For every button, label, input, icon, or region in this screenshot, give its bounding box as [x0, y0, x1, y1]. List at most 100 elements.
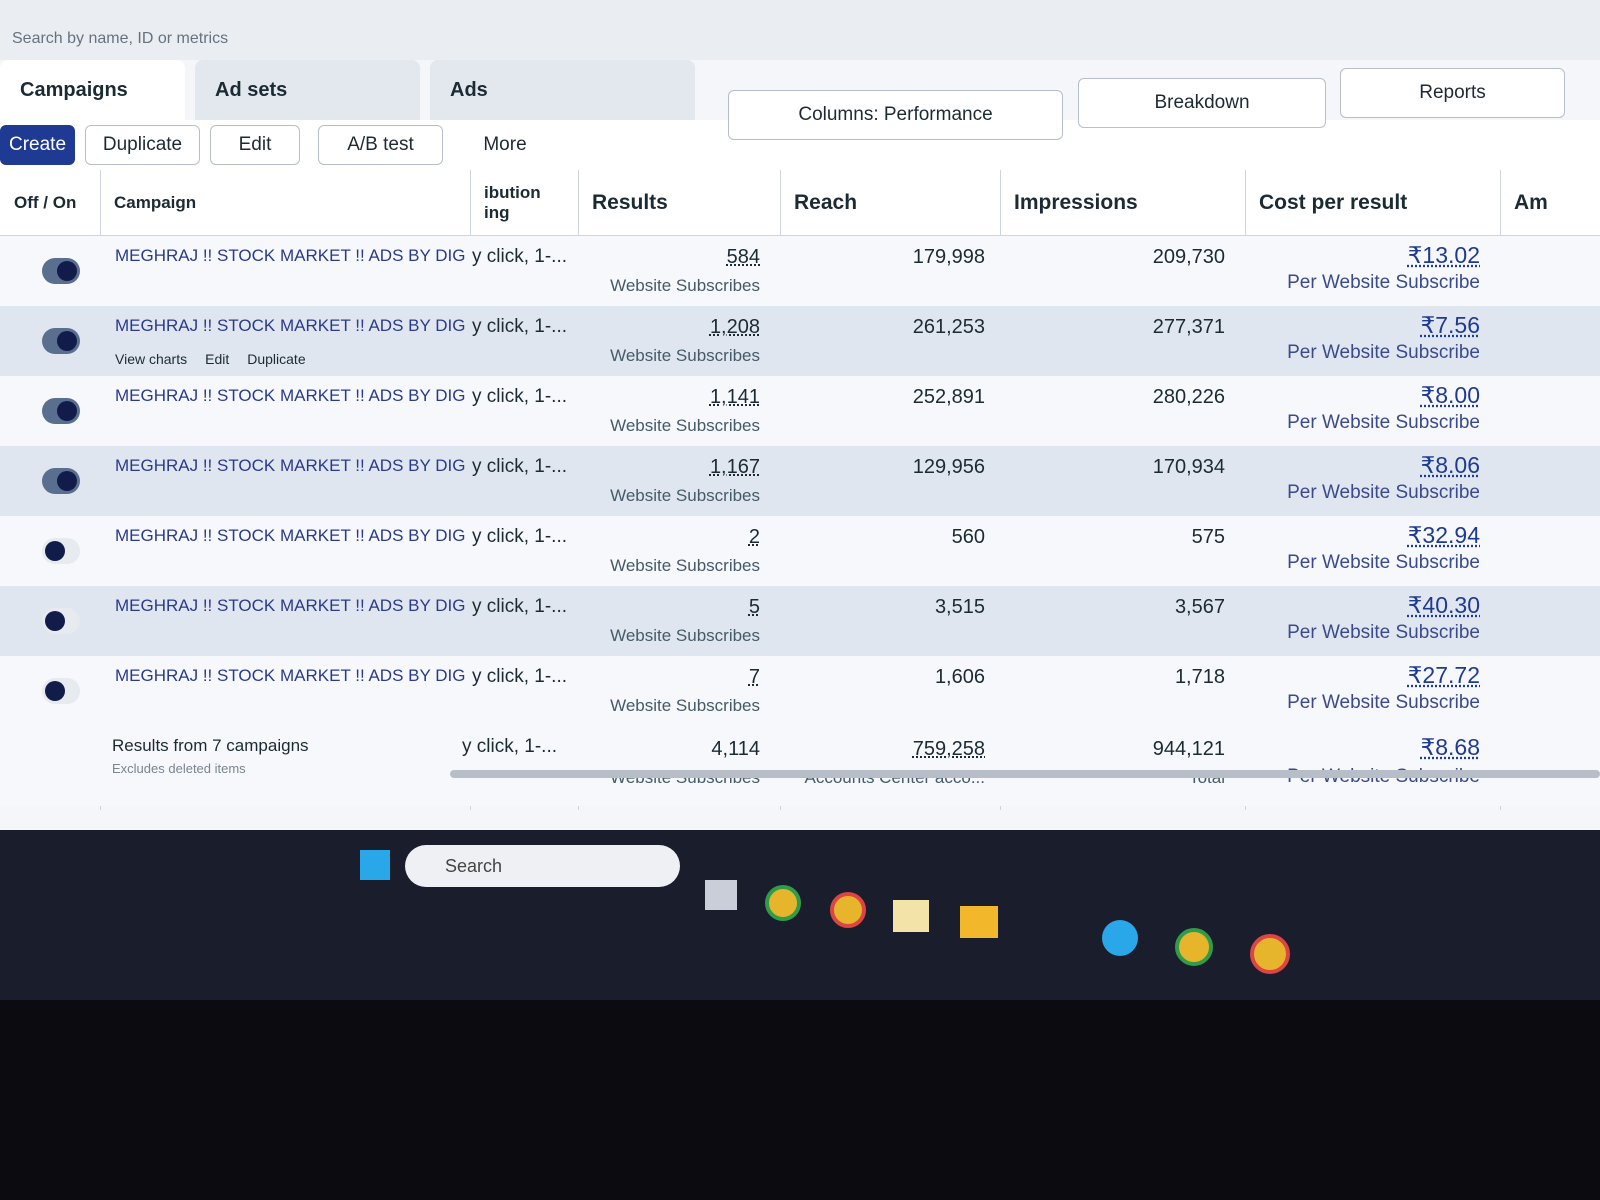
notes-icon[interactable]	[893, 900, 929, 932]
header-row	[0, 170, 1600, 236]
campaign-name[interactable]: MEGHRAJ !! STOCK MARKET !! ADS BY DIGI .…	[115, 316, 465, 335]
summary-row	[0, 726, 1600, 806]
toggle[interactable]	[42, 398, 80, 424]
cost-value: ₹13.02	[1407, 242, 1480, 268]
results-label: Website Subscribes	[610, 626, 760, 645]
toggle[interactable]	[42, 468, 80, 494]
campaign-name[interactable]: MEGHRAJ !! STOCK MARKET !! ADS BY DIGI R…	[115, 456, 465, 475]
campaign-name[interactable]: MEGHRAJ !! STOCK MARKET !! ADS BY DIGI R…	[115, 526, 465, 545]
results-label: Website Subscribes	[610, 276, 760, 295]
edit-button[interactable]: Edit	[210, 125, 300, 165]
summary-impressions: 944,121	[1152, 738, 1225, 760]
attribution-setting: y click, 1-...	[472, 316, 568, 337]
reach-value: 1,606	[934, 666, 985, 688]
toggle[interactable]	[42, 538, 80, 564]
chrome-icon[interactable]	[765, 885, 801, 921]
taskbar-search[interactable]: Search	[405, 845, 680, 887]
results-value: 2	[748, 526, 760, 548]
cost-label: Per Website Subscribe	[1287, 552, 1480, 573]
cost-label: Per Website Subscribe	[1287, 412, 1480, 433]
column-header[interactable]: Cost per result	[1259, 190, 1408, 214]
toggle[interactable]	[42, 258, 80, 284]
toggle-knob	[57, 471, 77, 491]
duplicate-button[interactable]: Duplicate	[85, 125, 200, 165]
chrome-icon[interactable]	[1175, 928, 1213, 966]
table-row	[0, 446, 1600, 517]
reach-value: 129,956	[912, 456, 985, 478]
campaign-table: Off / On Campaign ibution ing Results Reach I…	[0, 170, 1600, 810]
more-button[interactable]: More	[455, 125, 555, 165]
table-row	[0, 656, 1600, 727]
tab-label: Ad sets	[215, 78, 288, 101]
search-field[interactable]: Search by name, ID or metrics	[12, 30, 229, 47]
tab-ads[interactable]: Ads	[430, 60, 695, 120]
reports-button[interactable]: Reports	[1340, 68, 1565, 118]
campaign-name[interactable]: MEGHRAJ !! STOCK MARKET !! ADS BY DIGI R…	[115, 246, 465, 265]
columns-button[interactable]: Columns: Performance	[728, 90, 1063, 140]
results-label: Website Subscribes	[610, 696, 760, 715]
ads-manager-screen: Search by name, ID or metrics Campaigns …	[0, 0, 1600, 830]
attribution-setting: y click, 1-...	[472, 526, 568, 547]
column-header[interactable]: Results	[592, 190, 668, 214]
toggle[interactable]	[42, 608, 80, 634]
horizontal-scrollbar[interactable]	[450, 770, 1600, 778]
summary-note: Excludes deleted items	[112, 761, 246, 776]
column-header[interactable]: Impressions	[1014, 190, 1138, 214]
create-button[interactable]: Create	[0, 125, 75, 165]
ab-test-button[interactable]: A/B test	[318, 125, 443, 165]
impressions-value: 575	[1191, 526, 1225, 548]
cost-value: ₹7.56	[1420, 312, 1480, 338]
cost-label: Per Website Subscribe	[1287, 482, 1480, 503]
hover-action[interactable]: View charts	[115, 351, 188, 367]
impressions-value: 3,567	[1174, 596, 1225, 618]
toggle-knob	[57, 331, 77, 351]
attribution-setting: y click, 1-...	[472, 386, 568, 407]
breakdown-button[interactable]: Breakdown	[1078, 78, 1326, 128]
tab-ad-sets[interactable]: Ad sets	[195, 60, 420, 120]
chrome-icon[interactable]	[1250, 934, 1290, 974]
impressions-value: 277,371	[1152, 316, 1225, 338]
table-row	[0, 586, 1600, 657]
table-row	[0, 516, 1600, 587]
results-label: Website Subscribes	[610, 486, 760, 505]
reach-value: 261,253	[912, 316, 985, 338]
chrome-icon[interactable]	[830, 892, 866, 928]
row-hover-actions: View charts Edit Duplicate	[115, 351, 306, 367]
toggle[interactable]	[42, 328, 80, 354]
cost-label: Per Website Subscribe	[1287, 272, 1480, 293]
explorer-icon[interactable]	[960, 906, 998, 938]
table-row	[0, 306, 1600, 377]
column-header[interactable]: Reach	[794, 190, 858, 214]
attribution-setting: y click, 1-...	[472, 456, 568, 477]
column-header[interactable]: ibution ing	[484, 182, 541, 222]
hover-action[interactable]: Duplicate	[247, 351, 306, 367]
results-label: Website Subscribes	[610, 416, 760, 435]
top-bar: Search by name, ID or metrics	[0, 0, 1600, 60]
results-value: 1,141	[709, 386, 760, 408]
sync-icon[interactable]	[1102, 920, 1138, 956]
campaign-name[interactable]: MEGHRAJ !! STOCK MARKET !! ADS BY DIGI R…	[115, 666, 465, 685]
cost-label: Per Website Subscribe	[1287, 342, 1480, 363]
cost-value: ₹27.72	[1407, 662, 1480, 688]
impressions-value: 1,718	[1174, 666, 1225, 688]
cost-value: ₹32.94	[1407, 522, 1480, 548]
hover-action[interactable]: Edit	[205, 351, 230, 367]
campaign-name[interactable]: MEGHRAJ !! STOCK MARKET !! ADS BY DIGI R…	[115, 596, 465, 615]
toggle[interactable]	[42, 678, 80, 704]
toggle-knob	[57, 401, 77, 421]
column-header[interactable]: Am	[1514, 190, 1548, 214]
reach-value: 560	[951, 526, 985, 548]
column-header[interactable]: Off / On	[14, 192, 77, 212]
summary-cost: ₹8.68	[1420, 734, 1480, 760]
attribution-setting: y click, 1-...	[472, 246, 568, 267]
column-header[interactable]: Campaign	[114, 192, 197, 212]
start-icon[interactable]	[360, 850, 390, 880]
task-view-icon[interactable]	[705, 880, 737, 910]
campaign-name[interactable]: MEGHRAJ !! STOCK MARKET !! ADS BY DIGI R…	[115, 386, 465, 405]
results-label: Website Subscribes	[610, 346, 760, 365]
tab-label: Campaigns	[20, 78, 128, 101]
cost-value: ₹8.06	[1420, 452, 1480, 478]
tab-campaigns[interactable]: Campaigns	[0, 60, 185, 120]
toggle-knob	[45, 541, 65, 561]
results-value: 5	[748, 596, 760, 618]
